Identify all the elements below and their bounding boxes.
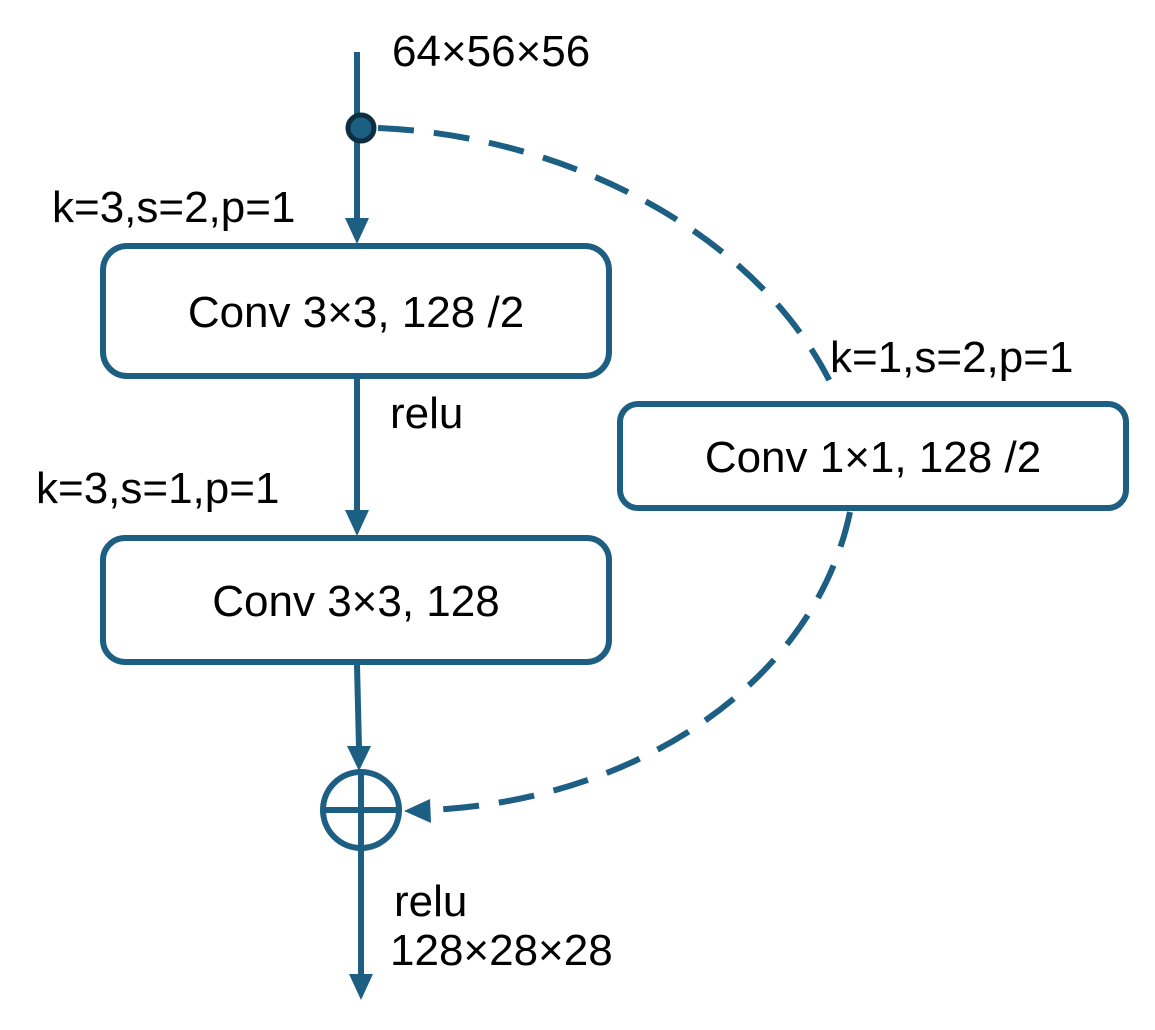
output-shape-label: 128×28×28: [390, 926, 613, 975]
arrowhead-conv1: [345, 218, 369, 244]
shortcut-conv-box: [617, 401, 1129, 511]
junction-node: [345, 112, 377, 144]
shortcut-edge-bottom: [429, 511, 853, 813]
adder-node: [320, 769, 402, 851]
arrowhead-shortcut: [404, 799, 431, 823]
input-shape-label: 64×56×56: [392, 27, 590, 76]
shortcut-edge-top: [377, 125, 838, 394]
arrowhead-output: [349, 974, 373, 1000]
conv1-params-label: k=3,s=2,p=1: [52, 183, 295, 232]
conv1-box: [100, 243, 612, 379]
conv2-params-label: k=3,s=1,p=1: [36, 464, 279, 513]
output-activation-label: relu: [394, 877, 467, 926]
arrowhead-conv2: [345, 510, 369, 536]
shortcut-params-label: k=1,s=2,p=1: [830, 333, 1073, 382]
conv2-label: Conv 3×3, 128: [212, 577, 499, 626]
arrowhead-adder: [347, 746, 371, 771]
conv2-box: [100, 535, 612, 665]
shortcut-conv-label: Conv 1×1, 128 /2: [705, 433, 1041, 482]
edge-conv2-to-adder: [354, 664, 362, 749]
conv1-label: Conv 3×3, 128 /2: [188, 288, 524, 337]
activation1-label: relu: [390, 389, 463, 438]
